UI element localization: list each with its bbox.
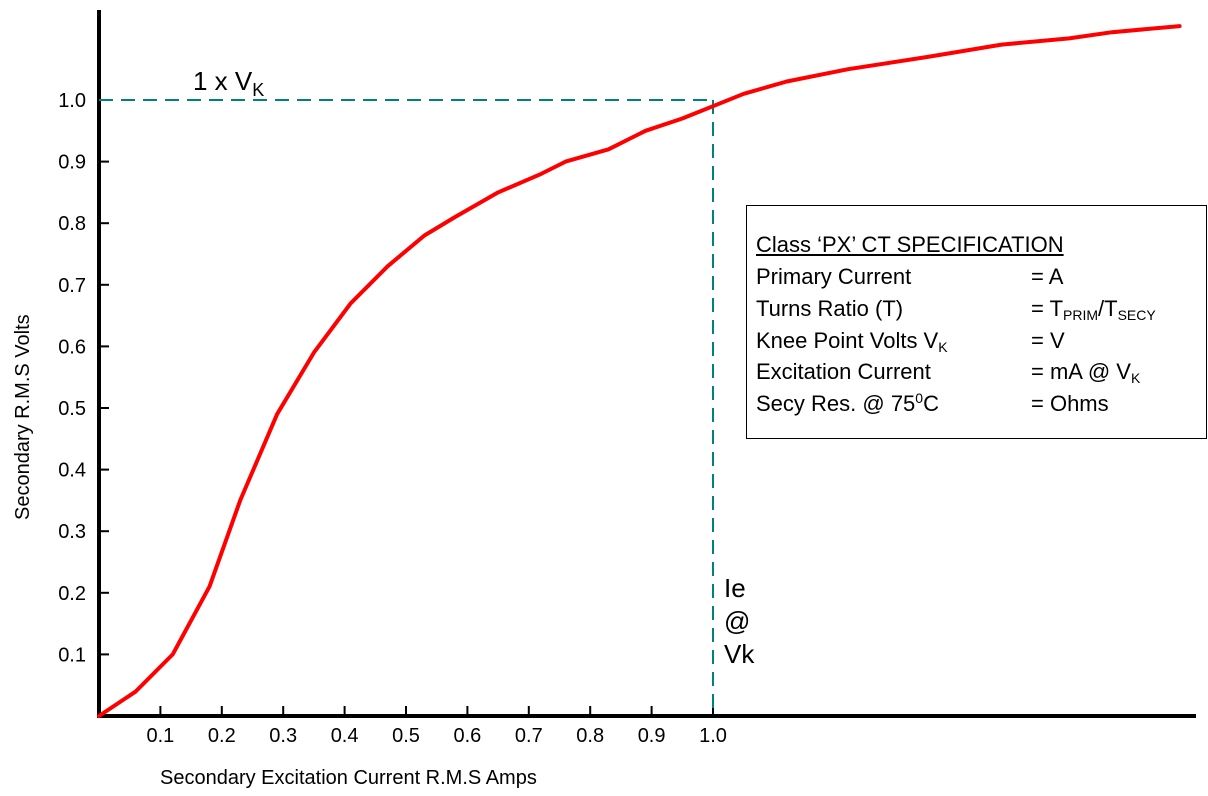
vk-line-label: 1 x VK (193, 66, 264, 100)
x-axis-label: Secondary Excitation Current R.M.S Amps (160, 767, 537, 789)
x-ticks: 0.1 0.2 0.3 0.4 0.5 0.6 0.7 0.8 0.9 1.0 (146, 706, 727, 747)
spec-turns-ratio-value: = TPRIM/TSECY (1031, 296, 1156, 323)
spec-title: Class ‘PX’ CT SPECIFICATION (756, 232, 1064, 257)
vk-line-label-main: 1 x V (193, 66, 253, 96)
y-tick-label: 0.8 (58, 213, 86, 235)
spec-primary-current-value: = A (1031, 264, 1064, 289)
x-tick-label: 1.0 (699, 725, 727, 747)
spec-row-secy-res: Secy Res. @ 750C = Ohms (756, 390, 1109, 417)
spec-excitation-label: Excitation Current (756, 359, 931, 384)
x-tick-label: 0.5 (392, 725, 420, 747)
y-tick-label: 0.4 (58, 460, 86, 482)
reference-lines (99, 99, 714, 716)
spec-secy-value: = Ohms (1031, 391, 1109, 416)
spec-primary-current-label: Primary Current (756, 264, 912, 289)
y-axis-label: Secondary R.M.S Volts (12, 314, 34, 520)
x-tick-label: 0.8 (576, 725, 604, 747)
y-ticks: 0.1 0.2 0.3 0.4 0.5 0.6 0.7 0.8 0.9 1.0 (58, 90, 109, 666)
spec-turns-ratio-label: Turns Ratio (T) (756, 296, 904, 321)
spec-box: Class ‘PX’ CT SPECIFICATION Primary Curr… (746, 205, 1207, 439)
ie-label-line: @ (724, 606, 750, 636)
y-tick-label: 0.7 (58, 275, 86, 297)
ie-at-vk-label: Ie@Vk (724, 573, 755, 669)
y-tick-label: 0.6 (58, 336, 86, 358)
spec-row-knee-point: Knee Point Volts VK = V (756, 328, 1065, 355)
x-tick-label: 0.6 (453, 725, 481, 747)
spec-row-excitation-current: Excitation Current = mA @ VK (756, 359, 1140, 386)
ie-label-line: Vk (724, 639, 755, 669)
y-tick-label: 0.9 (58, 152, 86, 174)
excitation-curve (97, 24, 1182, 718)
spec-knee-label: Knee Point Volts VK (756, 328, 948, 355)
spec-knee-value: = V (1031, 328, 1065, 353)
x-tick-label: 0.7 (515, 725, 543, 747)
y-tick-label: 0.5 (58, 398, 86, 420)
spec-excitation-value: = mA @ VK (1031, 359, 1141, 386)
y-tick-label: 0.2 (58, 583, 86, 605)
ie-label-line: Ie (724, 573, 746, 603)
y-tick-label: 0.1 (58, 644, 86, 666)
x-tick-label: 0.2 (208, 725, 236, 747)
spec-row-primary-current: Primary Current = A (756, 264, 1063, 290)
x-tick-label: 0.3 (269, 725, 297, 747)
x-tick-label: 0.9 (638, 725, 666, 747)
y-tick-label: 0.3 (58, 521, 86, 543)
x-tick-label: 0.1 (146, 725, 174, 747)
y-tick-label: 1.0 (58, 90, 86, 112)
vk-line-label-sub: K (252, 80, 264, 100)
spec-secy-label: Secy Res. @ 750C (756, 390, 939, 416)
x-tick-label: 0.4 (331, 725, 359, 747)
spec-row-turns-ratio: Turns Ratio (T) = TPRIM/TSECY (756, 296, 1156, 323)
